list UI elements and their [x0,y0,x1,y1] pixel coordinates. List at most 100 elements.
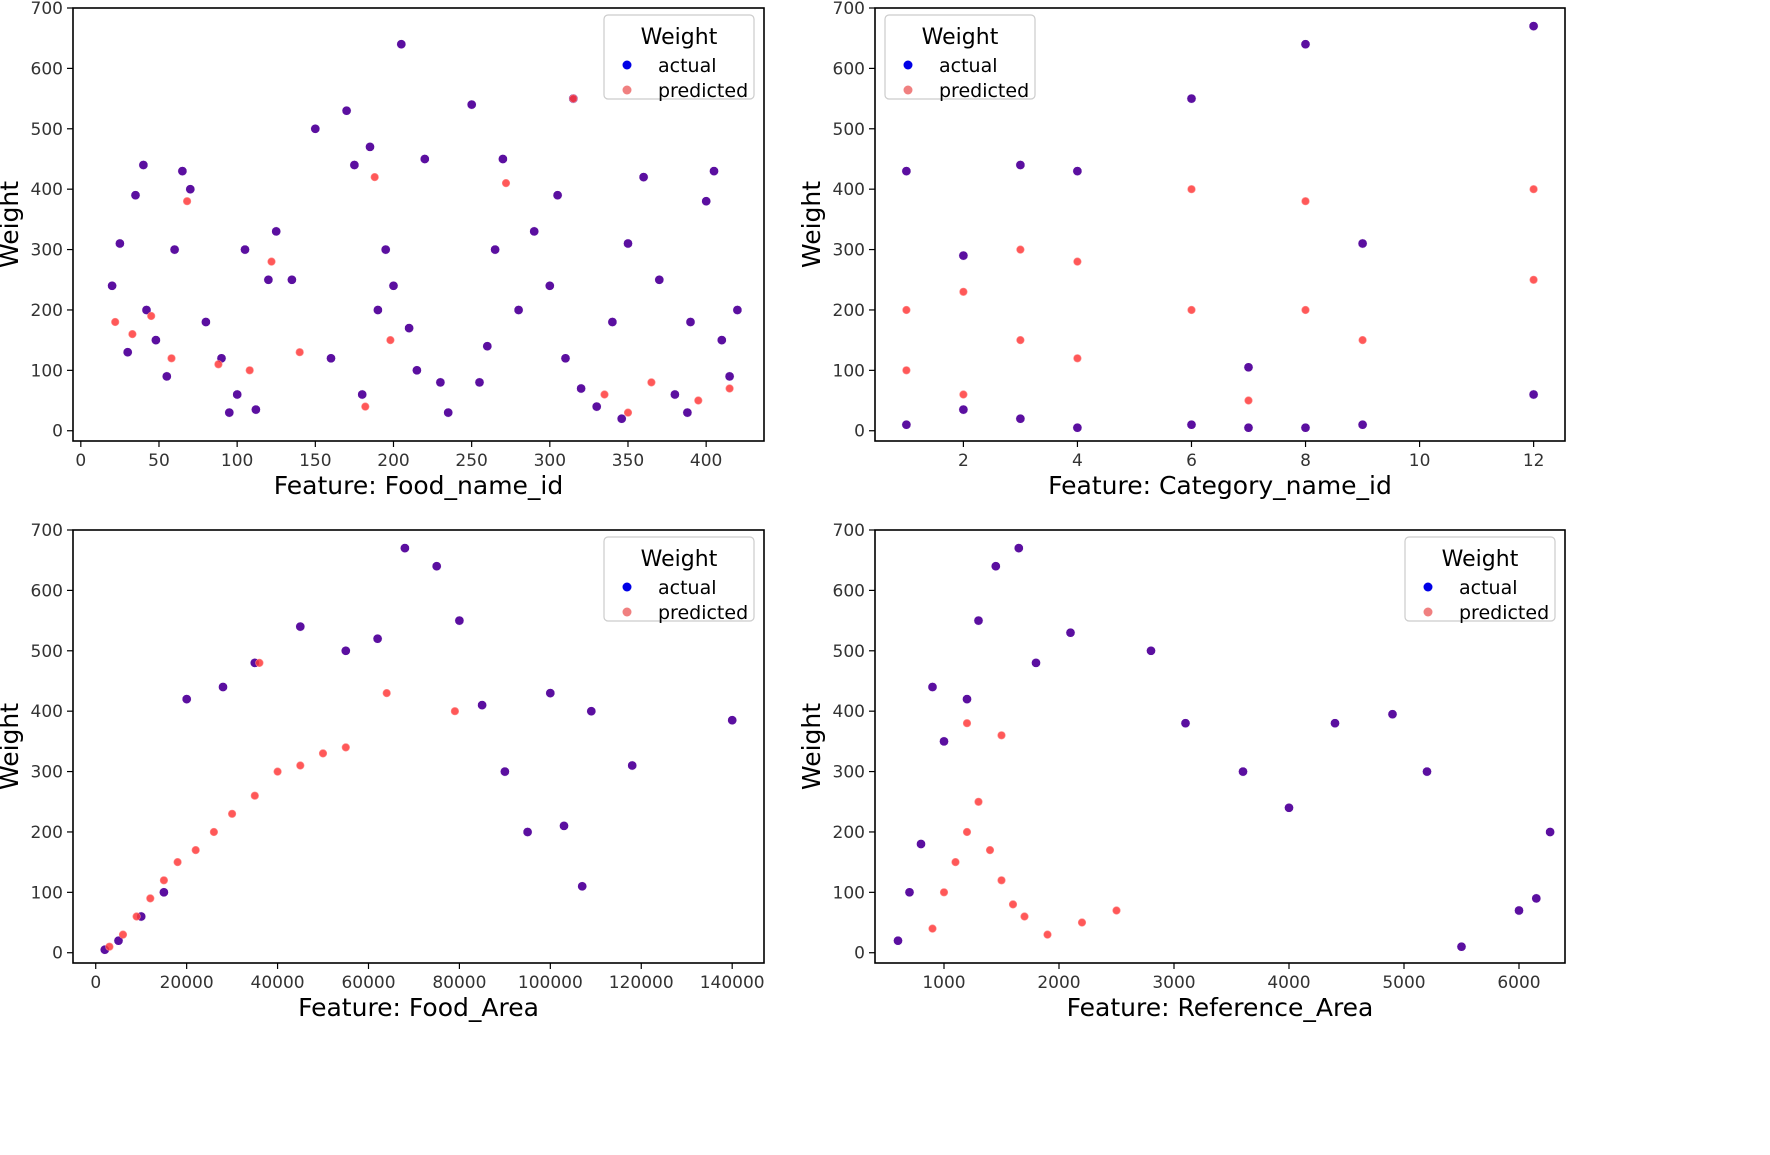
data-point-predicted [1073,354,1082,363]
data-point-actual [638,172,649,182]
data-point-actual [232,389,243,400]
data-point-actual [1528,21,1539,31]
data-point-predicted [128,330,137,339]
y-tick-label: 600 [31,59,63,79]
data-point-actual [732,305,743,315]
data-point-actual [380,244,391,255]
data-point-actual [522,827,533,837]
data-point-predicted [647,378,656,387]
data-point-predicted [951,857,960,867]
y-tick-label: 300 [31,241,63,261]
data-point-actual [893,935,903,946]
data-point-actual [682,407,693,418]
data-point-actual [701,196,712,207]
data-point-actual [287,274,297,285]
data-point-actual [1186,93,1197,104]
data-point-actual [727,715,738,726]
data-point-actual [340,645,351,656]
x-tick-label: 400 [690,451,722,471]
axis-ticks [869,7,1535,447]
data-point-predicted [985,845,995,855]
data-point-actual [904,887,915,898]
x-tick-label: 8 [1300,451,1311,471]
legend-box [603,14,755,100]
data-point-actual [271,226,282,237]
data-point-actual [326,353,336,364]
data-point-actual [181,694,192,704]
y-axis-label: Weight [797,703,826,790]
series-actual [99,543,738,955]
data-point-actual [990,561,1001,572]
x-axis-label: Feature: Food_Area [298,993,539,1022]
legend-marker-predicted [1423,607,1433,617]
legend-label-predicted: predicted [939,80,1029,102]
x-tick-label: 250 [455,451,487,471]
data-point-predicted [159,876,168,885]
data-point-actual [151,335,161,345]
legend: Weight actual predicted [603,14,755,102]
series-predicted [928,719,1121,939]
y-tick-label: 0 [854,944,865,964]
data-point-actual [958,250,969,261]
data-point-predicted [105,942,114,951]
data-point-predicted [1529,275,1538,284]
data-point-actual [591,401,602,412]
y-tick-label: 700 [31,0,63,19]
data-point-actual [513,305,524,315]
axes-frame [874,7,1566,442]
x-tick-label: 10 [1409,451,1431,471]
axes-frame [874,529,1566,964]
y-tick-label: 300 [31,763,63,783]
x-tick-label: 60000 [341,973,395,993]
data-point-actual [1514,905,1524,916]
x-tick-label: 80000 [432,973,486,993]
legend: Weight actual predicted [603,536,755,624]
data-point-predicted [111,317,120,327]
y-axis-label: Weight [0,703,24,790]
data-point-actual [616,413,627,424]
data-point-actual [1013,543,1024,553]
data-point-predicted [1077,918,1087,927]
data-point-predicted [267,257,276,266]
y-tick-label: 200 [31,301,63,321]
data-point-actual [1330,718,1340,729]
data-point-predicted [1073,257,1082,266]
data-point-actual [130,190,141,201]
data-point-predicted [209,827,218,837]
data-point-actual [1531,893,1542,904]
data-point-actual [1072,166,1083,176]
y-tick-label: 300 [833,763,865,783]
y-tick-label: 400 [833,702,865,722]
data-point-actual [412,365,422,376]
data-point-actual [349,160,360,170]
data-point-actual [1387,709,1398,720]
data-point-predicted [997,731,1006,740]
data-point-actual [973,615,984,626]
data-point-actual [560,353,571,364]
data-point-predicted [1358,336,1367,345]
data-point-predicted [318,749,328,758]
data-point-actual [552,190,563,201]
data-point-predicted [450,707,460,716]
axis-ticks [869,529,1520,969]
x-tick-label: 100000 [518,973,583,993]
x-tick-label: 2000 [1037,973,1080,993]
data-point-actual [263,274,274,285]
x-tick-label: 140000 [700,973,765,993]
series-actual [107,39,743,424]
data-point-actual [939,736,949,747]
x-axis-label: Feature: Food_name_id [274,471,564,500]
data-point-actual [901,166,912,176]
data-point-predicted [623,408,633,417]
data-point-actual [586,706,597,717]
data-point-actual [477,700,487,710]
data-point-actual [1300,39,1311,50]
data-point-actual [373,305,383,315]
x-tick-label: 6000 [1497,973,1540,993]
data-point-actual [1545,827,1555,837]
y-tick-label: 700 [833,521,865,541]
data-point-actual [177,166,188,176]
data-point-predicted [245,366,254,375]
data-point-predicted [214,360,223,369]
data-point-actual [1015,160,1026,170]
